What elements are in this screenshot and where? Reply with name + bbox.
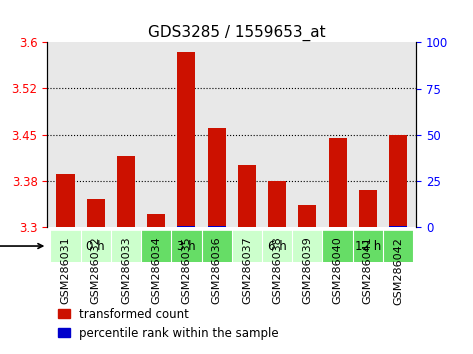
Text: 12 h: 12 h	[355, 240, 381, 252]
Text: GSM286037: GSM286037	[242, 236, 252, 304]
Text: GSM286041: GSM286041	[363, 236, 373, 304]
Text: GDS3285 / 1559653_at: GDS3285 / 1559653_at	[148, 25, 325, 41]
Bar	[329, 138, 347, 227]
Bar	[268, 181, 286, 227]
Text: GSM286031: GSM286031	[61, 236, 70, 304]
Bar	[117, 156, 135, 227]
Bar	[298, 205, 316, 227]
Bar	[177, 52, 195, 227]
Text: 0 h: 0 h	[87, 240, 105, 252]
FancyBboxPatch shape	[50, 230, 141, 262]
FancyBboxPatch shape	[323, 230, 413, 262]
Bar	[56, 175, 75, 227]
Text: GSM286035: GSM286035	[182, 236, 192, 304]
Bar	[208, 129, 226, 227]
Bar	[359, 190, 377, 227]
FancyBboxPatch shape	[232, 230, 323, 262]
Text: GSM286039: GSM286039	[302, 236, 312, 304]
Text: GSM286038: GSM286038	[272, 236, 282, 304]
Text: GSM286040: GSM286040	[333, 236, 342, 304]
Text: GSM286034: GSM286034	[151, 236, 161, 304]
Bar	[147, 214, 165, 227]
Bar	[238, 165, 256, 227]
Text: 3 h: 3 h	[177, 240, 196, 252]
Text: time: time	[0, 240, 43, 252]
Text: GSM286036: GSM286036	[211, 236, 222, 304]
Bar	[389, 135, 407, 227]
FancyBboxPatch shape	[141, 230, 232, 262]
Text: 6 h: 6 h	[268, 240, 287, 252]
Bar	[87, 199, 105, 227]
Text: GSM286042: GSM286042	[393, 236, 403, 304]
Text: GSM286033: GSM286033	[121, 236, 131, 304]
Legend: transformed count, percentile rank within the sample: transformed count, percentile rank withi…	[53, 303, 283, 344]
Text: GSM286032: GSM286032	[91, 236, 101, 304]
